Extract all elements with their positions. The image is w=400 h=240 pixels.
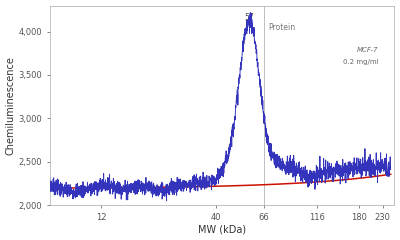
X-axis label: MW (kDa): MW (kDa) <box>198 224 246 234</box>
Text: 0.2 mg/ml: 0.2 mg/ml <box>343 59 378 65</box>
Text: 57: 57 <box>245 13 254 22</box>
Text: Protein: Protein <box>268 23 296 32</box>
Y-axis label: Chemiluminescence: Chemiluminescence <box>6 56 16 155</box>
Text: MCF-7: MCF-7 <box>357 47 378 53</box>
